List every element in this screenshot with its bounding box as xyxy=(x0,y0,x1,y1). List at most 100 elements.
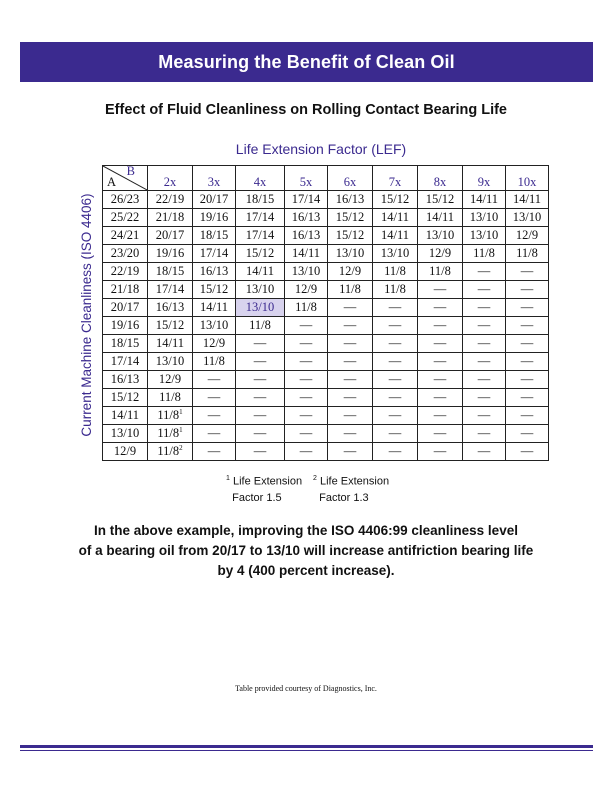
target-cleanliness-cell: 17/14 xyxy=(235,226,285,245)
target-cleanliness-cell: 15/12 xyxy=(372,190,418,209)
cell-value: — xyxy=(433,318,447,332)
cell-value: 13/10 xyxy=(245,282,275,296)
cell-value: 11/8 xyxy=(384,282,406,296)
target-cleanliness-cell: — xyxy=(505,316,549,335)
target-cleanliness-cell: 15/12 xyxy=(235,244,285,263)
target-cleanliness-cell: — xyxy=(505,406,549,425)
cell-value: 12/9 xyxy=(515,228,539,242)
cell-value: — xyxy=(299,336,313,350)
cell-value: 22/19 xyxy=(110,264,140,278)
cell-value: — xyxy=(343,390,357,404)
cell-value: — xyxy=(343,372,357,386)
footnote-2-line1: Life Extension xyxy=(319,475,390,488)
cell-value: — xyxy=(433,300,447,314)
cell-value: 13/10 xyxy=(512,210,542,224)
cell-value: — xyxy=(343,426,357,440)
target-cleanliness-cell: — xyxy=(235,442,285,461)
target-cleanliness-cell: — xyxy=(327,388,373,407)
target-cleanliness-cell: — xyxy=(462,406,506,425)
table-subtitle: Effect of Fluid Cleanliness on Rolling C… xyxy=(105,102,507,118)
target-cleanliness-cell: 18/15 xyxy=(147,262,193,281)
cell-value: — xyxy=(253,426,267,440)
current-cleanliness-cell: 14/11 xyxy=(102,406,148,425)
table-row: 14/11 11/81 — — — — — — — — xyxy=(102,406,549,425)
cell-value: — xyxy=(388,372,402,386)
target-cleanliness-cell: 16/13 xyxy=(147,298,193,317)
cell-value: — xyxy=(520,282,534,296)
cell-value: 16/13 xyxy=(291,210,321,224)
cell-value: — xyxy=(299,372,313,386)
current-cleanliness-cell: 23/20 xyxy=(102,244,148,263)
target-cleanliness-cell: 19/16 xyxy=(192,208,236,227)
lef-header-3: 4x xyxy=(235,165,285,191)
table-credit: Table provided courtesy of Diagnostics, … xyxy=(235,684,377,693)
current-cleanliness-cell: 25/22 xyxy=(102,208,148,227)
target-cleanliness-cell: — xyxy=(284,442,328,461)
target-cleanliness-cell: 14/11 xyxy=(147,334,193,353)
cell-value: — xyxy=(433,372,447,386)
cell-value: 14/11 xyxy=(380,228,409,242)
target-cleanliness-cell: 18/15 xyxy=(192,226,236,245)
footnote-1-mark: 1 xyxy=(226,475,230,482)
cell-value: — xyxy=(477,390,491,404)
cell-value: 16/13 xyxy=(199,264,229,278)
cell-value: 19/16 xyxy=(155,246,185,260)
cell-value: 17/14 xyxy=(245,228,275,242)
current-cleanliness-cell: 21/18 xyxy=(102,280,148,299)
target-cleanliness-cell: 16/13 xyxy=(327,190,373,209)
cell-value: 14/11 xyxy=(425,210,454,224)
cell-value: — xyxy=(253,390,267,404)
cell-value: — xyxy=(520,372,534,386)
cell-value: — xyxy=(388,444,402,458)
target-cleanliness-cell: 12/9 xyxy=(284,280,328,299)
target-cleanliness-cell: — xyxy=(372,442,418,461)
target-cleanliness-cell: — xyxy=(505,424,549,443)
target-cleanliness-cell: — xyxy=(372,352,418,371)
cell-value: 15/12 xyxy=(110,390,140,404)
target-cleanliness-cell: — xyxy=(417,280,463,299)
table-row: 18/15 14/11 12/9 — — — — — — — xyxy=(102,334,549,353)
target-cleanliness-cell: — xyxy=(505,298,549,317)
target-cleanliness-cell: 20/17 xyxy=(192,190,236,209)
target-cleanliness-cell: 14/11 xyxy=(462,190,506,209)
cell-value: 11/8 xyxy=(157,444,180,458)
target-cleanliness-cell: 12/9 xyxy=(327,262,373,281)
banner-title: Measuring the Benefit of Clean Oil xyxy=(158,51,455,72)
lef-table: B A 2x 3x 4x 5x 6x 7x 8x 9x 10x 26/23 22/19 20/17 1… xyxy=(102,165,549,461)
current-cleanliness-cell: 22/19 xyxy=(102,262,148,281)
target-cleanliness-cell: — xyxy=(372,388,418,407)
cell-value: — xyxy=(520,318,534,332)
target-cleanliness-cell: — xyxy=(505,388,549,407)
cell-value: 16/13 xyxy=(291,228,321,242)
target-cleanliness-cell: — xyxy=(372,424,418,443)
cell-value: 12/9 xyxy=(428,246,452,260)
current-cleanliness-cell: 26/23 xyxy=(102,190,148,209)
table-row: 17/14 13/10 11/8 — — — — — — — xyxy=(102,352,549,371)
table-row: 25/22 21/18 19/16 17/14 16/13 15/12 14/11 14/11… xyxy=(102,208,549,227)
target-cleanliness-cell: 11/8 xyxy=(462,244,506,263)
cell-value: — xyxy=(207,408,221,422)
target-cleanliness-cell: 12/9 xyxy=(417,244,463,263)
target-cleanliness-cell: — xyxy=(417,388,463,407)
target-cleanliness-cell: — xyxy=(462,352,506,371)
target-cleanliness-cell: — xyxy=(462,442,506,461)
target-cleanliness-cell: 13/10 xyxy=(235,298,285,317)
current-cleanliness-cell: 18/15 xyxy=(102,334,148,353)
cell-value: 15/12 xyxy=(245,246,275,260)
target-cleanliness-cell: 13/10 xyxy=(327,244,373,263)
target-cleanliness-cell: 11/8 xyxy=(372,262,418,281)
cell-value: 15/12 xyxy=(380,192,410,206)
current-cleanliness-cell: 24/21 xyxy=(102,226,148,245)
cell-value: 17/14 xyxy=(199,246,229,260)
cell-value: 18/15 xyxy=(245,192,275,206)
cell-value: — xyxy=(299,390,313,404)
cell-value: 14/11 xyxy=(380,210,409,224)
lef-header-7: 8x xyxy=(417,165,463,191)
current-cleanliness-cell: 15/12 xyxy=(102,388,148,407)
cell-value: — xyxy=(433,426,447,440)
cell-value: 17/14 xyxy=(110,354,140,368)
table-row: 20/17 16/13 14/11 13/10 11/8 — — — — — xyxy=(102,298,549,317)
cell-value: — xyxy=(299,408,313,422)
cell-value: — xyxy=(343,408,357,422)
target-cleanliness-cell: 15/12 xyxy=(417,190,463,209)
